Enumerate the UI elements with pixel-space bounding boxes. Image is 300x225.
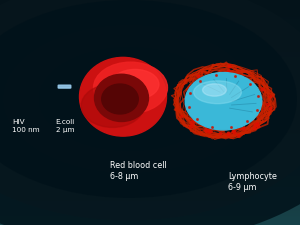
FancyBboxPatch shape: [58, 85, 71, 88]
Ellipse shape: [0, 0, 297, 198]
Text: Red blood cell
6-8 μm: Red blood cell 6-8 μm: [110, 161, 166, 181]
Ellipse shape: [94, 62, 167, 113]
Ellipse shape: [202, 84, 226, 96]
Circle shape: [185, 72, 262, 130]
Ellipse shape: [69, 63, 189, 135]
Ellipse shape: [80, 57, 166, 136]
Ellipse shape: [99, 83, 159, 115]
Ellipse shape: [194, 81, 242, 104]
Ellipse shape: [102, 84, 138, 114]
Text: Lymphocyte
6-9 μm: Lymphocyte 6-9 μm: [228, 172, 277, 192]
Ellipse shape: [94, 74, 148, 122]
Ellipse shape: [81, 84, 144, 127]
Ellipse shape: [111, 69, 159, 99]
Text: HIV
100 nm: HIV 100 nm: [12, 119, 40, 133]
Ellipse shape: [3, 25, 255, 173]
Ellipse shape: [0, 0, 300, 220]
Ellipse shape: [39, 47, 219, 151]
Text: E.coli
2 μm: E.coli 2 μm: [56, 119, 75, 133]
